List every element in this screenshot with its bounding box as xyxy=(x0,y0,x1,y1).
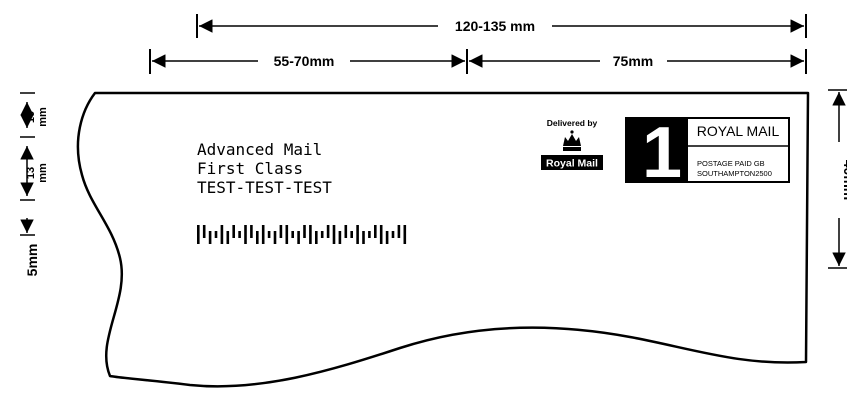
right-zone-label: 75mm xyxy=(613,53,653,69)
barcode-bar xyxy=(338,231,342,244)
barcode-bar xyxy=(320,231,324,238)
total-width-dimension: 120-135 mm xyxy=(196,14,807,38)
barcode-bar xyxy=(214,231,218,238)
barcode-bar xyxy=(244,225,247,244)
barcode-bar xyxy=(297,231,300,244)
height-label: 40mm xyxy=(841,160,847,200)
address-line-3: TEST-TEST-TEST xyxy=(197,178,332,197)
barcode-bar xyxy=(332,225,336,244)
barcode-bar xyxy=(232,225,235,238)
barcode-bar xyxy=(326,225,330,238)
crown-icon xyxy=(563,130,581,151)
barcode-bar xyxy=(291,231,294,238)
address-block: Advanced Mail First Class TEST-TEST-TEST xyxy=(197,140,332,197)
barcode-bar xyxy=(238,231,241,238)
postage-indicia: 1 ROYAL MAIL POSTAGE PAID GB SOUTHAMPTON… xyxy=(625,113,790,193)
barcode-bar xyxy=(403,225,407,244)
barcode-bar xyxy=(197,225,200,244)
indicia-black-panel xyxy=(626,118,688,182)
barcode-bar xyxy=(344,225,348,238)
barcode-bar xyxy=(391,231,395,238)
barcode-bar xyxy=(397,225,401,238)
royal-mail-logo-badge xyxy=(541,155,603,170)
left-margin-dimensions: 10 mm 13 mm 5mm xyxy=(20,92,49,277)
barcode-bar xyxy=(208,231,212,244)
barcode-bar xyxy=(285,225,289,244)
indicia-brand: ROYAL MAIL xyxy=(697,123,780,139)
royal-mail-logo-text: Royal Mail xyxy=(546,158,598,170)
barcode-bar xyxy=(220,225,224,244)
barcode-bar xyxy=(202,225,206,238)
barcode-bar xyxy=(279,225,283,238)
indicia-line-2: SOUTHAMPTON2500 xyxy=(697,169,772,178)
indicia-digit: 1 xyxy=(642,113,682,193)
indicia-line-1: POSTAGE PAID GB xyxy=(697,159,765,168)
barcode xyxy=(197,225,407,244)
barcode-bar xyxy=(362,231,365,244)
address-line-2: First Class xyxy=(197,159,303,178)
barcode-bar xyxy=(356,225,359,244)
barcode-bar xyxy=(261,225,265,244)
barcode-bar xyxy=(315,231,318,244)
barcode-gap-label: 5mm xyxy=(24,244,40,277)
top-margin-num: 10 xyxy=(25,111,37,123)
delivered-by-block: Delivered by Royal Mail xyxy=(541,118,603,170)
barcode-bar xyxy=(379,225,383,244)
delivered-by-label: Delivered by xyxy=(547,118,598,128)
address-block-unit: mm xyxy=(37,163,49,183)
height-dimension: 40mm xyxy=(828,89,847,269)
barcode-bar xyxy=(256,231,259,244)
address-line-1: Advanced Mail xyxy=(197,140,322,159)
barcode-bar xyxy=(273,231,277,244)
barcode-bar xyxy=(250,225,253,238)
barcode-bar xyxy=(267,231,271,238)
barcode-bar xyxy=(303,225,306,238)
total-width-label: 120-135 mm xyxy=(455,18,535,34)
barcode-bar xyxy=(309,225,312,244)
top-margin-unit: mm xyxy=(37,107,49,127)
barcode-bar xyxy=(350,231,353,238)
barcode-bar xyxy=(385,231,389,244)
barcode-bar xyxy=(368,231,371,238)
barcode-bar xyxy=(226,231,230,244)
barcode-bar xyxy=(374,225,377,238)
left-zone-label: 55-70mm xyxy=(274,53,335,69)
zone-dimensions: 55-70mm 75mm xyxy=(149,49,807,74)
address-block-num: 13 xyxy=(25,167,37,179)
